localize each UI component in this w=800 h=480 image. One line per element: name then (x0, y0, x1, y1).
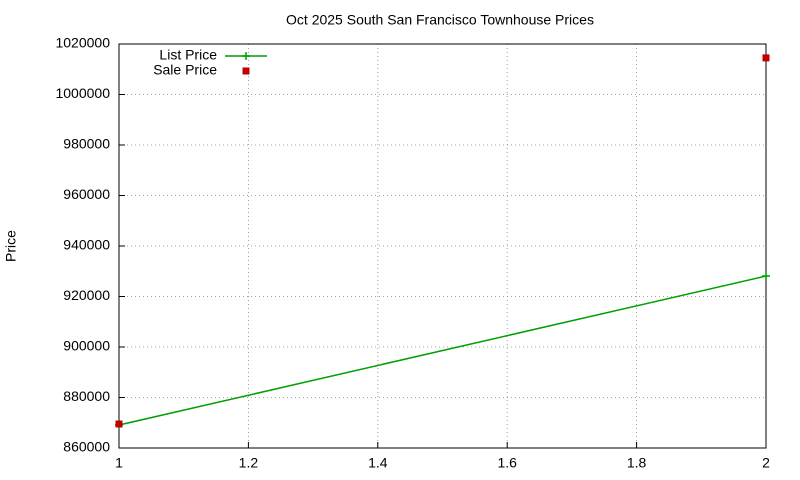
y-tick-label: 860000 (63, 439, 110, 455)
legend-marker (242, 52, 250, 60)
plot-border (118, 43, 767, 449)
data-point (762, 272, 770, 281)
x-tick-label: 1.2 (239, 455, 259, 471)
chart-title: Oct 2025 South San Francisco Townhouse P… (286, 12, 594, 28)
y-tick-label: 920000 (63, 287, 110, 303)
x-tick-label: 1.4 (368, 455, 388, 471)
y-axis-label: Price (3, 230, 19, 262)
legend-marker (242, 67, 250, 75)
y-tick-label: 980000 (63, 136, 110, 152)
y-tick-label: 900000 (63, 338, 110, 354)
data-point (762, 54, 770, 62)
y-tick-label: 940000 (63, 237, 110, 253)
y-tick-label: 880000 (63, 388, 110, 404)
x-tick-label: 1.6 (497, 455, 517, 471)
x-tick-label: 2 (762, 455, 770, 471)
series-line (118, 275, 767, 426)
legend-label: List Price (159, 47, 217, 63)
data-point (115, 420, 123, 428)
x-tick-label: 1 (115, 455, 123, 471)
x-tick-label: 1.8 (627, 455, 647, 471)
y-tick-label: 1020000 (55, 35, 110, 51)
legend-label: Sale Price (153, 62, 217, 78)
y-tick-label: 1000000 (55, 85, 110, 101)
y-tick-label: 960000 (63, 186, 110, 202)
